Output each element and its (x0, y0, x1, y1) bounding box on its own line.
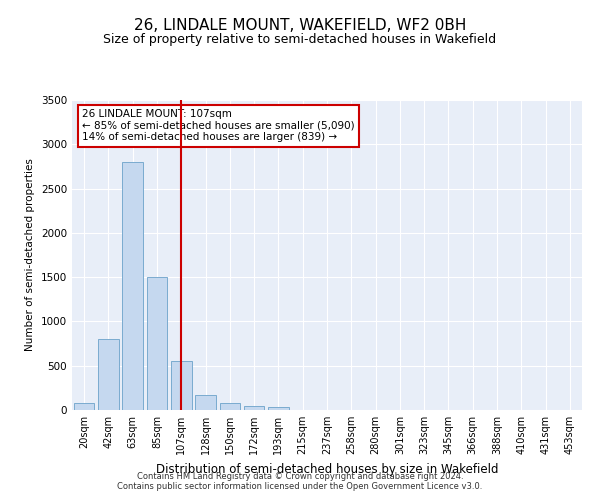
Text: Size of property relative to semi-detached houses in Wakefield: Size of property relative to semi-detach… (103, 32, 497, 46)
Bar (195, 394, 216, 410)
Bar (171, 362, 191, 410)
Text: 26, LINDALE MOUNT, WAKEFIELD, WF2 0BH: 26, LINDALE MOUNT, WAKEFIELD, WF2 0BH (134, 18, 466, 32)
Bar (146, 277, 167, 410)
Bar (74, 403, 94, 410)
Text: Contains HM Land Registry data © Crown copyright and database right 2024.: Contains HM Land Registry data © Crown c… (137, 472, 463, 481)
Bar (244, 406, 265, 410)
X-axis label: Distribution of semi-detached houses by size in Wakefield: Distribution of semi-detached houses by … (156, 462, 498, 475)
Text: 26 LINDALE MOUNT: 107sqm
← 85% of semi-detached houses are smaller (5,090)
14% o: 26 LINDALE MOUNT: 107sqm ← 85% of semi-d… (82, 110, 355, 142)
Text: Contains public sector information licensed under the Open Government Licence v3: Contains public sector information licen… (118, 482, 482, 491)
Bar (220, 404, 240, 410)
Bar (98, 339, 119, 410)
Y-axis label: Number of semi-detached properties: Number of semi-detached properties (25, 158, 35, 352)
Bar (122, 162, 143, 410)
Bar (268, 408, 289, 410)
